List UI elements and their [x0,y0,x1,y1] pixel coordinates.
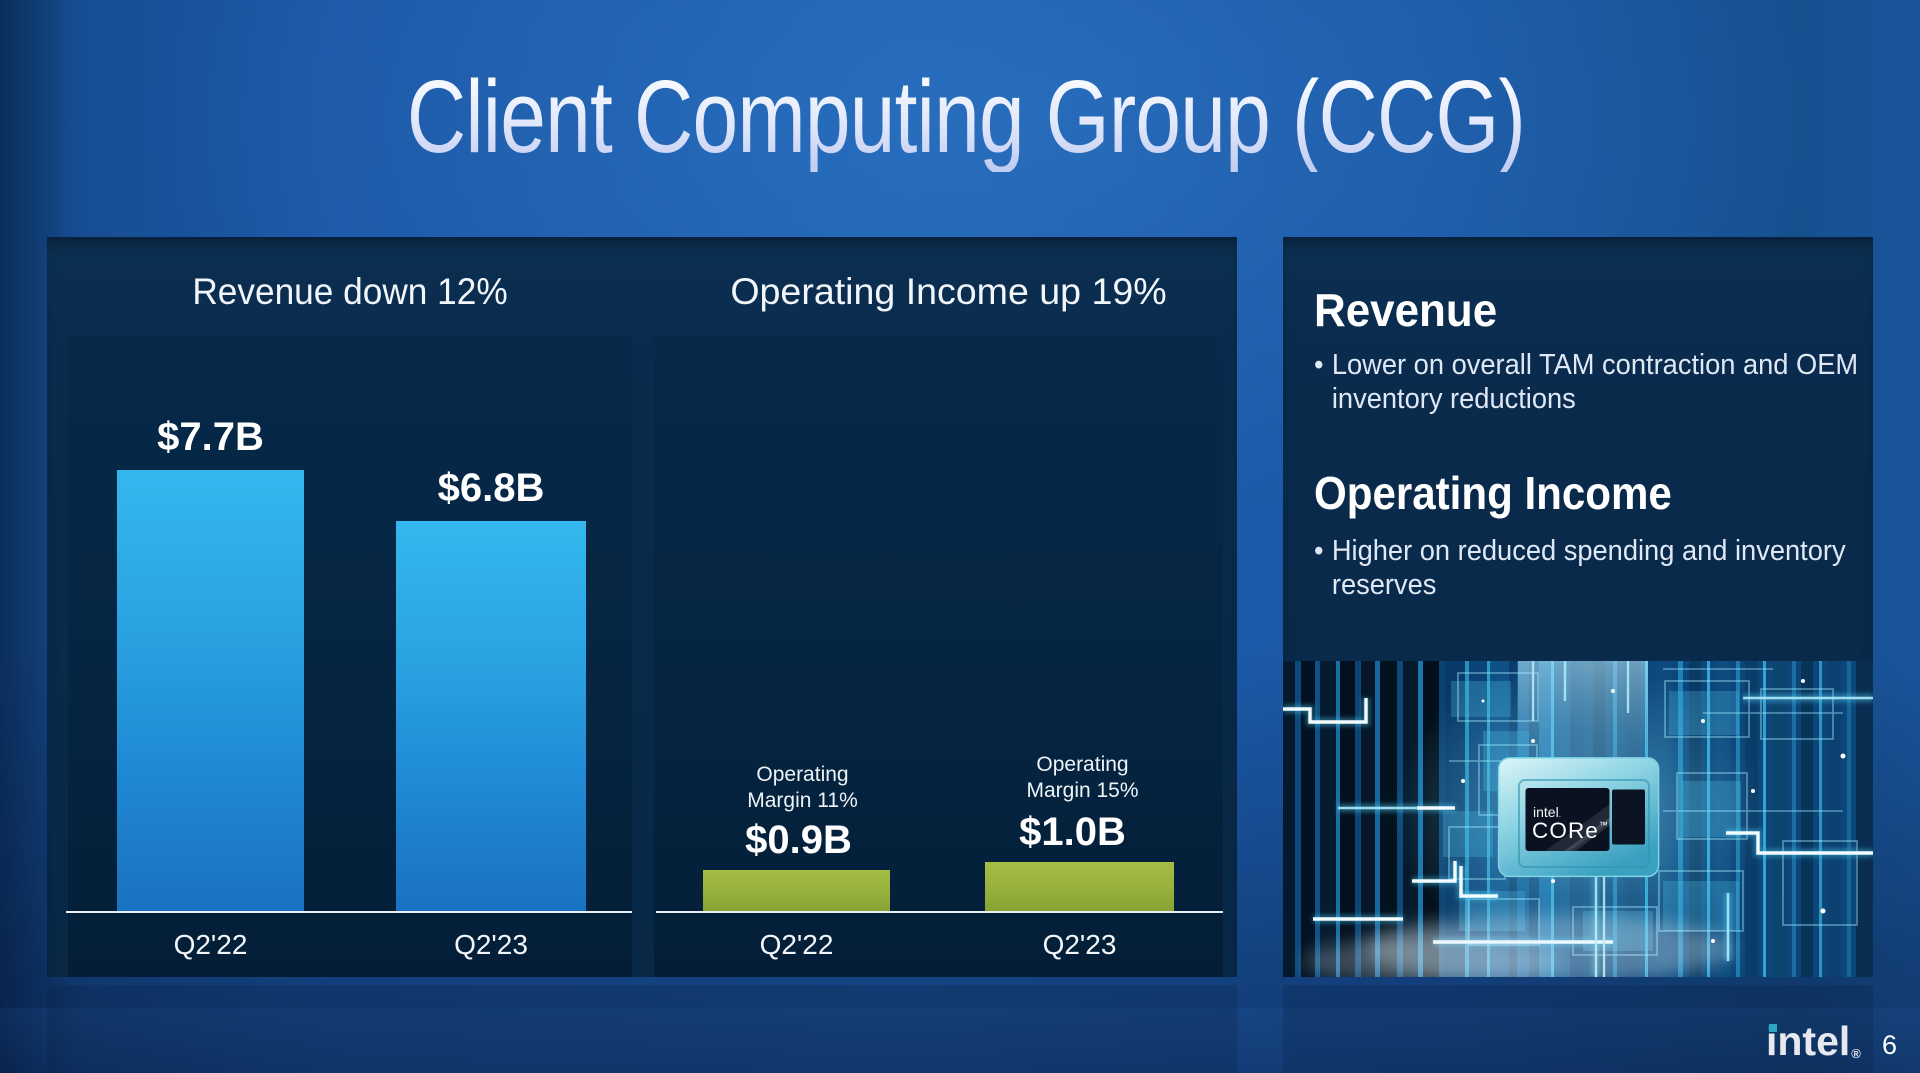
svg-text:CORe™: CORe™ [1532,818,1609,843]
svg-text:intel.: intel. [1533,804,1561,820]
